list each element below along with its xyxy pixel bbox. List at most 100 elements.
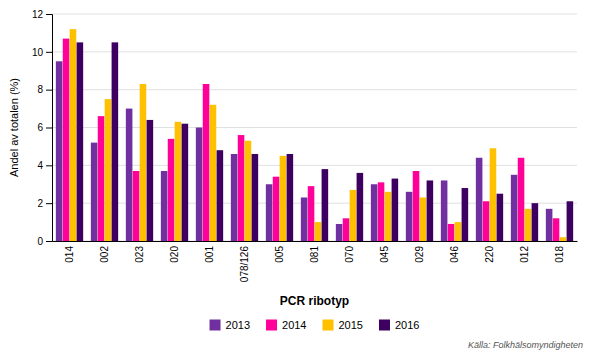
x-tick-label: 029 [414,246,425,263]
y-tick: 8 [37,84,52,95]
bar [532,203,539,241]
x-tick: 046 [449,246,460,263]
y-axis-line [46,15,53,242]
x-tick-label: 020 [169,246,180,263]
y-axis: 0 2 4 6 8 10 12 [32,9,53,247]
x-tick: 045 [379,246,390,263]
legend-label: 2014 [282,319,306,331]
bar [315,222,322,241]
bar [91,143,98,241]
x-tick-label: 081 [309,246,320,263]
bar [210,105,217,241]
bars [56,29,573,241]
bar [427,180,434,241]
bar-series [70,29,567,241]
x-tick: 023 [134,246,145,263]
x-tick: 005 [274,246,285,263]
legend-item: 2014 [266,319,306,331]
bar [203,84,210,241]
bar [231,154,238,241]
chart: 0 2 4 6 8 10 12 014 002 023 020 001 078/126 005 081 070… [0,0,589,353]
x-tick-label: 014 [64,246,75,263]
x-tick: 014 [64,246,75,263]
bar [126,109,133,241]
bar [497,194,504,241]
x-axis: 014 002 023 020 001 078/126 005 081 070 045 029 046… [53,242,578,283]
x-tick: 020 [169,246,180,263]
x-tick-label: 070 [344,246,355,263]
legend-swatch [266,320,277,331]
bar [462,188,469,241]
bar [56,61,63,241]
grid-line [52,89,577,90]
bar [357,173,364,241]
bar [511,175,518,241]
x-tick-label: 023 [134,246,145,263]
x-tick: 070 [344,246,355,263]
x-tick: 029 [414,246,425,263]
y-tick-label: 0 [37,236,43,247]
legend-label: 2013 [226,319,250,331]
bar-series [77,42,574,241]
x-tick-label: 001 [204,246,215,263]
bar [98,116,105,241]
x-tick-label: 078/126 [239,246,250,283]
y-tick: 2 [37,198,52,209]
bar [182,124,189,241]
bar [308,186,315,241]
bar [245,141,252,241]
bar [406,192,413,241]
source-note: Källa: Folkhälsomyndigheten [468,340,583,350]
y-tick: 4 [37,160,52,171]
x-tick-label: 005 [274,246,285,263]
bar [420,197,427,241]
y-tick: 10 [32,47,52,58]
bar [196,128,203,242]
bar [273,177,280,241]
bar [252,154,259,241]
bar [63,39,70,241]
y-tick-mark [46,165,52,166]
x-tick: 002 [99,246,110,263]
bar [371,184,378,241]
y-tick-mark [46,203,52,204]
bar [392,179,399,241]
bar [105,99,112,241]
y-tick-label: 4 [37,160,43,171]
plot-area: 0 2 4 6 8 10 12 014 002 023 020 001 078/126 005 081 070… [32,9,578,282]
x-tick: 220 [484,246,495,263]
y-tick-label: 6 [37,122,43,133]
bar [490,148,497,241]
legend-swatch [210,320,221,331]
bar [77,42,84,241]
bar-series [56,61,553,241]
y-tick-label: 2 [37,198,43,209]
bar [413,171,420,241]
bar [133,171,140,241]
x-tick: 081 [309,246,320,263]
x-tick-label: 045 [379,246,390,263]
x-tick: 018 [554,246,565,263]
y-tick-label: 8 [37,84,43,95]
legend-item: 2013 [210,319,250,331]
bar [140,84,147,241]
bar [70,29,77,241]
x-tick-label: 220 [484,246,495,263]
x-tick: 001 [204,246,215,263]
bar [217,150,224,241]
bar [385,192,392,241]
bar [525,209,532,241]
y-tick-label: 10 [32,47,44,58]
bar [238,135,245,241]
bar [476,158,483,241]
x-axis-line [53,241,578,242]
x-tick-label: 002 [99,246,110,263]
y-tick: 12 [32,9,52,20]
y-tick-mark [46,52,52,53]
legend-label: 2016 [395,319,419,331]
bar [518,158,525,241]
legend-item: 2015 [323,319,363,331]
y-tick-mark [46,14,52,15]
y-axis-title: Andel av totalen (%) [8,78,20,177]
y-tick-mark [46,241,52,242]
